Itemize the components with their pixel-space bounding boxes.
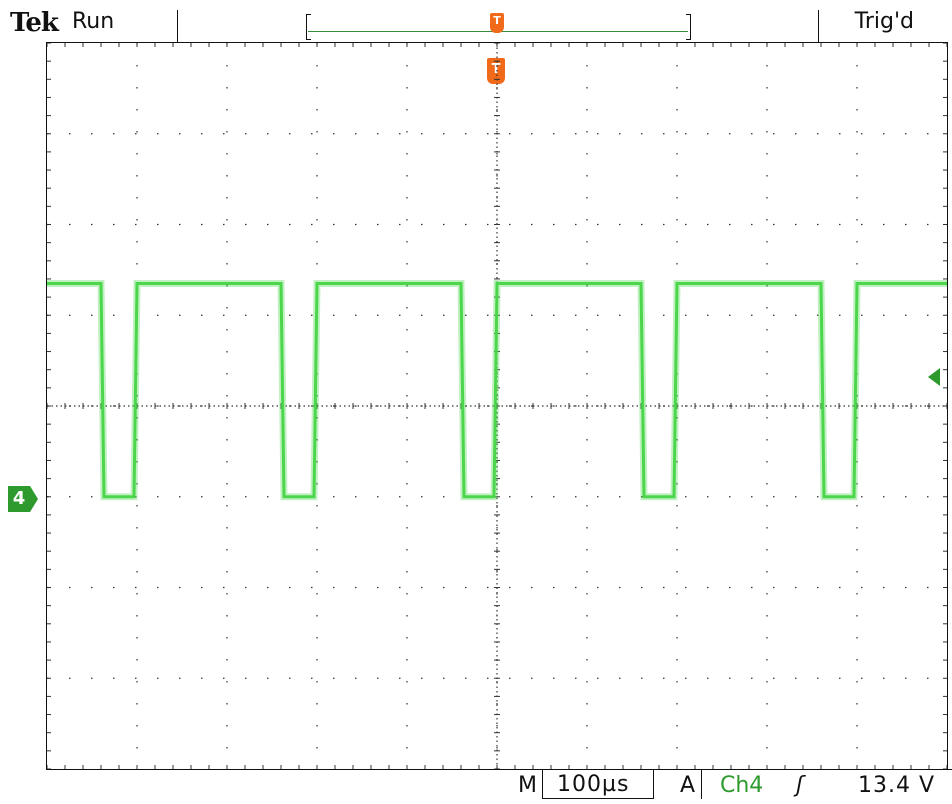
- run-status: Run: [72, 9, 115, 34]
- trigger-status: Trig'd: [854, 9, 914, 34]
- trigger-source: Ch4: [720, 773, 764, 798]
- timebase-value: 100µs: [557, 772, 630, 797]
- trigger-marker-label: T: [493, 14, 501, 27]
- ch4-waveform-trace: [47, 281, 947, 499]
- trigger-slope-icon: ʃ: [796, 773, 804, 798]
- header-divider: [818, 10, 819, 42]
- brand-logo: Tek: [10, 8, 59, 38]
- header-divider: [177, 10, 178, 42]
- channel-4-label: 4: [12, 488, 26, 509]
- timebase-box[interactable]: 100µs: [542, 769, 654, 799]
- trigger-mode: A: [680, 773, 696, 798]
- timebase-prefix: M: [518, 773, 537, 798]
- record-bracket-right: [686, 14, 691, 40]
- trigger-level: 13.4 V: [858, 773, 936, 798]
- trigger-position-icon[interactable]: T: [490, 13, 504, 33]
- trigger-point-icon[interactable]: T: [487, 58, 505, 84]
- graticule-svg: [46, 42, 948, 770]
- trigger-readout-box[interactable]: [701, 769, 952, 799]
- record-bracket-left: [306, 14, 311, 40]
- trigger-marker-label: T: [491, 62, 501, 77]
- graticule-screen: [46, 42, 948, 770]
- trigger-level-arrow-icon[interactable]: [926, 368, 940, 386]
- channel-4-ground-marker-icon[interactable]: [8, 486, 38, 512]
